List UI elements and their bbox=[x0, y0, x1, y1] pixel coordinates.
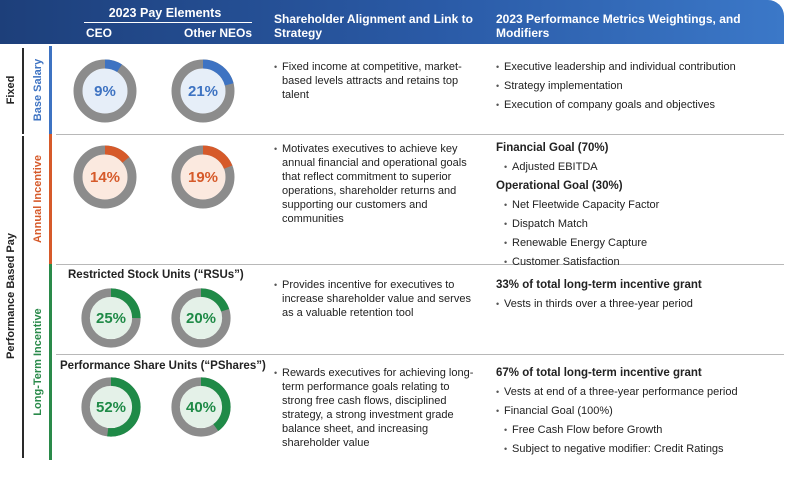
rsu-alignment: Provides incentive for executives to inc… bbox=[274, 278, 474, 320]
pshares-neo-donut: 40% bbox=[170, 376, 232, 438]
base-salary-metric-item: Strategy implementation bbox=[496, 79, 776, 93]
base-salary-band bbox=[24, 46, 52, 134]
rsu-item: Vests in thirds over a three-year period bbox=[496, 297, 776, 311]
pshares-item: Vests at end of a three-year performance… bbox=[496, 385, 776, 399]
rsu-ceo-donut: 25% bbox=[80, 287, 142, 349]
base-salary-neo-pct: 21% bbox=[187, 82, 219, 100]
operational-goal-item: Customer Satisfaction bbox=[504, 255, 776, 269]
pshares-neo-pct: 40% bbox=[185, 398, 217, 416]
donut-center bbox=[180, 154, 226, 200]
rsu-metrics: 33% of total long-term incentive grant V… bbox=[496, 278, 776, 311]
lti-band bbox=[24, 264, 52, 460]
annual-incentive-alignment-text: Motivates executives to achieve key annu… bbox=[274, 142, 474, 226]
pay-elements-underline bbox=[84, 22, 252, 23]
pshares-alignment: Rewards executives for achieving long-te… bbox=[274, 366, 474, 450]
base-salary-metrics: Executive leadership and individual cont… bbox=[496, 60, 776, 112]
operational-goal-item: Renewable Energy Capture bbox=[504, 236, 776, 250]
pshares-item: Financial Goal (100%) bbox=[496, 404, 776, 418]
donut-center bbox=[89, 385, 133, 429]
annual-incentive-metrics: Financial Goal (70%) Adjusted EBITDA Ope… bbox=[496, 141, 776, 269]
rsu-neo-pct: 20% bbox=[185, 309, 217, 327]
pshares-title: Performance Share Units (“PShares”) bbox=[60, 360, 266, 372]
pshares-grant-heading: 67% of total long-term incentive grant bbox=[496, 367, 702, 379]
operational-goal-heading: Operational Goal (30%) bbox=[496, 180, 623, 192]
fixed-label: Fixed bbox=[5, 75, 17, 105]
donut-value-arc bbox=[171, 145, 235, 209]
pshares-alignment-text: Rewards executives for achieving long-te… bbox=[274, 366, 474, 450]
pshares-metrics: 67% of total long-term incentive grant V… bbox=[496, 366, 776, 456]
fixed-divider bbox=[22, 48, 24, 134]
base-salary-alignment-text: Fixed income at competitive, market-base… bbox=[274, 60, 474, 102]
donut-value-arc bbox=[81, 288, 141, 348]
base-salary-metric-item: Execution of company goals and objective… bbox=[496, 98, 776, 112]
rsu-title: Restricted Stock Units (“RSUs”) bbox=[68, 269, 244, 281]
base-salary-ceo-donut: 9% bbox=[72, 58, 138, 124]
annual-incentive-neo-pct: 19% bbox=[187, 168, 219, 186]
rsu-grant-heading: 33% of total long-term incentive grant bbox=[496, 279, 702, 291]
donut-center bbox=[179, 385, 223, 429]
performance-label: Performance Based Pay bbox=[5, 233, 17, 359]
other-neos-heading: Other NEOs bbox=[184, 26, 253, 40]
donut-value-arc bbox=[73, 145, 137, 209]
pshares-sub-item: Free Cash Flow before Growth bbox=[504, 423, 776, 437]
donut-value-arc bbox=[171, 288, 231, 348]
table-header: 2023 Pay Elements CEO Other NEOs Shareho… bbox=[0, 0, 784, 44]
rsu-neo-donut: 20% bbox=[170, 287, 232, 349]
donut-center bbox=[89, 296, 133, 340]
lti-label: Long-Term Incentive bbox=[32, 308, 44, 416]
donut-center bbox=[180, 68, 226, 114]
alignment-heading: Shareholder Alignment and Link to Strate… bbox=[274, 12, 473, 40]
metrics-heading: 2023 Performance Metrics Weightings, and… bbox=[496, 12, 741, 40]
donut-center bbox=[82, 68, 128, 114]
donut-value-arc bbox=[171, 59, 235, 123]
annual-incentive-neo-donut: 19% bbox=[170, 144, 236, 210]
base-salary-alignment: Fixed income at competitive, market-base… bbox=[274, 60, 474, 102]
base-salary-label: Base Salary bbox=[32, 58, 44, 122]
annual-incentive-ceo-donut: 14% bbox=[72, 144, 138, 210]
annual-incentive-label: Annual Incentive bbox=[32, 154, 44, 244]
donut-center bbox=[82, 154, 128, 200]
row-separator bbox=[56, 354, 784, 355]
performance-divider bbox=[22, 136, 24, 458]
ceo-heading: CEO bbox=[86, 26, 113, 40]
rsu-ceo-pct: 25% bbox=[95, 309, 127, 327]
donut-value-arc bbox=[171, 377, 231, 437]
operational-goal-item: Net Fleetwide Capacity Factor bbox=[504, 198, 776, 212]
operational-goal-item: Dispatch Match bbox=[504, 217, 776, 231]
base-salary-neo-donut: 21% bbox=[170, 58, 236, 124]
pshares-sub-item: Subject to negative modifier: Credit Rat… bbox=[504, 442, 776, 456]
annual-incentive-ceo-pct: 14% bbox=[89, 168, 121, 186]
financial-goal-item: Adjusted EBITDA bbox=[504, 160, 776, 174]
base-salary-ceo-pct: 9% bbox=[94, 82, 116, 100]
pshares-ceo-pct: 52% bbox=[95, 398, 127, 416]
pshares-ceo-donut: 52% bbox=[80, 376, 142, 438]
row-separator bbox=[56, 264, 784, 265]
base-salary-metric-item: Executive leadership and individual cont… bbox=[496, 60, 776, 74]
donut-value-arc bbox=[73, 59, 137, 123]
row-separator bbox=[56, 134, 784, 135]
annual-incentive-alignment: Motivates executives to achieve key annu… bbox=[274, 142, 474, 226]
rsu-alignment-text: Provides incentive for executives to inc… bbox=[274, 278, 474, 320]
donut-value-arc bbox=[81, 377, 141, 437]
annual-incentive-band bbox=[24, 134, 52, 264]
donut-center bbox=[179, 296, 223, 340]
pay-elements-heading: 2023 Pay Elements bbox=[108, 6, 222, 20]
financial-goal-heading: Financial Goal (70%) bbox=[496, 142, 609, 154]
